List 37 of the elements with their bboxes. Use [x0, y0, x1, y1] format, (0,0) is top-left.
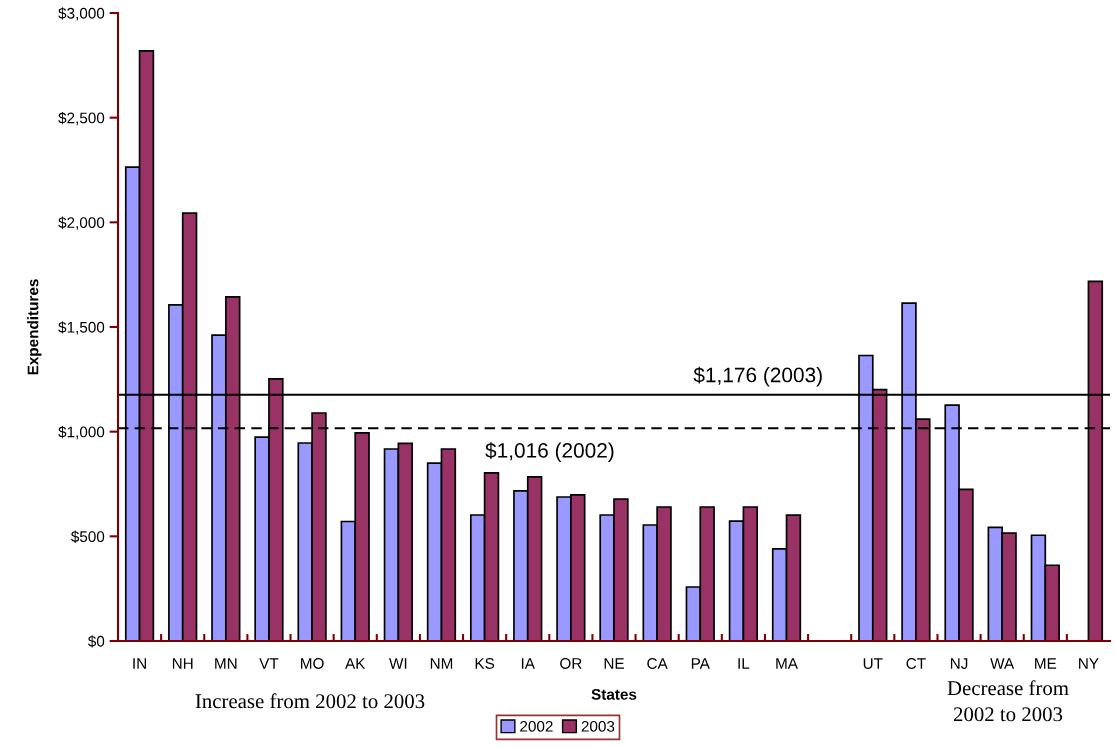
x-tick-label: ME — [1035, 658, 1057, 669]
x-tick-label: KS — [475, 658, 495, 669]
x-tick-label: NE — [604, 658, 624, 669]
legend-label: 2003 — [581, 720, 615, 732]
x-tick-label: WI — [389, 658, 407, 669]
y-tick-label: $2,000 — [58, 216, 105, 230]
y-tick-label: $1,500 — [58, 321, 105, 335]
y-axis-title: Expenditures — [27, 279, 42, 375]
x-axis-title: States — [591, 688, 637, 700]
x-tick-label: NH — [172, 658, 193, 669]
x-tick-label: CA — [647, 658, 668, 669]
y-tick-label: $1,000 — [58, 425, 105, 440]
x-tick-label: NM — [430, 658, 453, 669]
x-tick-label: UT — [863, 658, 883, 669]
x-tick-label: WA — [990, 658, 1015, 669]
x-tick-label: VT — [259, 658, 279, 669]
x-tick-label: PA — [691, 658, 710, 669]
x-tick-label: IL — [738, 658, 750, 669]
ref-line-label: $1,176 (2003) — [693, 366, 822, 387]
y-tick-label: $500 — [70, 530, 105, 543]
x-tick-label: IN — [133, 658, 146, 669]
x-tick-label: IA — [521, 658, 535, 669]
text: Increase from 2002 to 2003 — [195, 693, 425, 709]
x-tick-label: MO — [301, 658, 324, 669]
x-tick-label: NJ — [950, 658, 968, 669]
y-tick-label: $3,000 — [58, 7, 105, 21]
x-tick-label: AK — [345, 658, 366, 669]
y-tick-label: $2,500 — [58, 111, 105, 126]
ref-line-label: $1,016 (2002) — [485, 442, 614, 462]
legend-label: 2002 — [520, 720, 553, 732]
x-tick-label: CT — [906, 658, 926, 669]
x-tick-label: MN — [215, 658, 237, 669]
text: Decrease from 2002 to 2003 — [947, 680, 1069, 722]
x-tick-label: MA — [776, 658, 798, 669]
y-tick-label: $0 — [87, 635, 105, 648]
x-tick-label: NY — [1079, 658, 1099, 669]
x-tick-label: OR — [560, 658, 582, 669]
